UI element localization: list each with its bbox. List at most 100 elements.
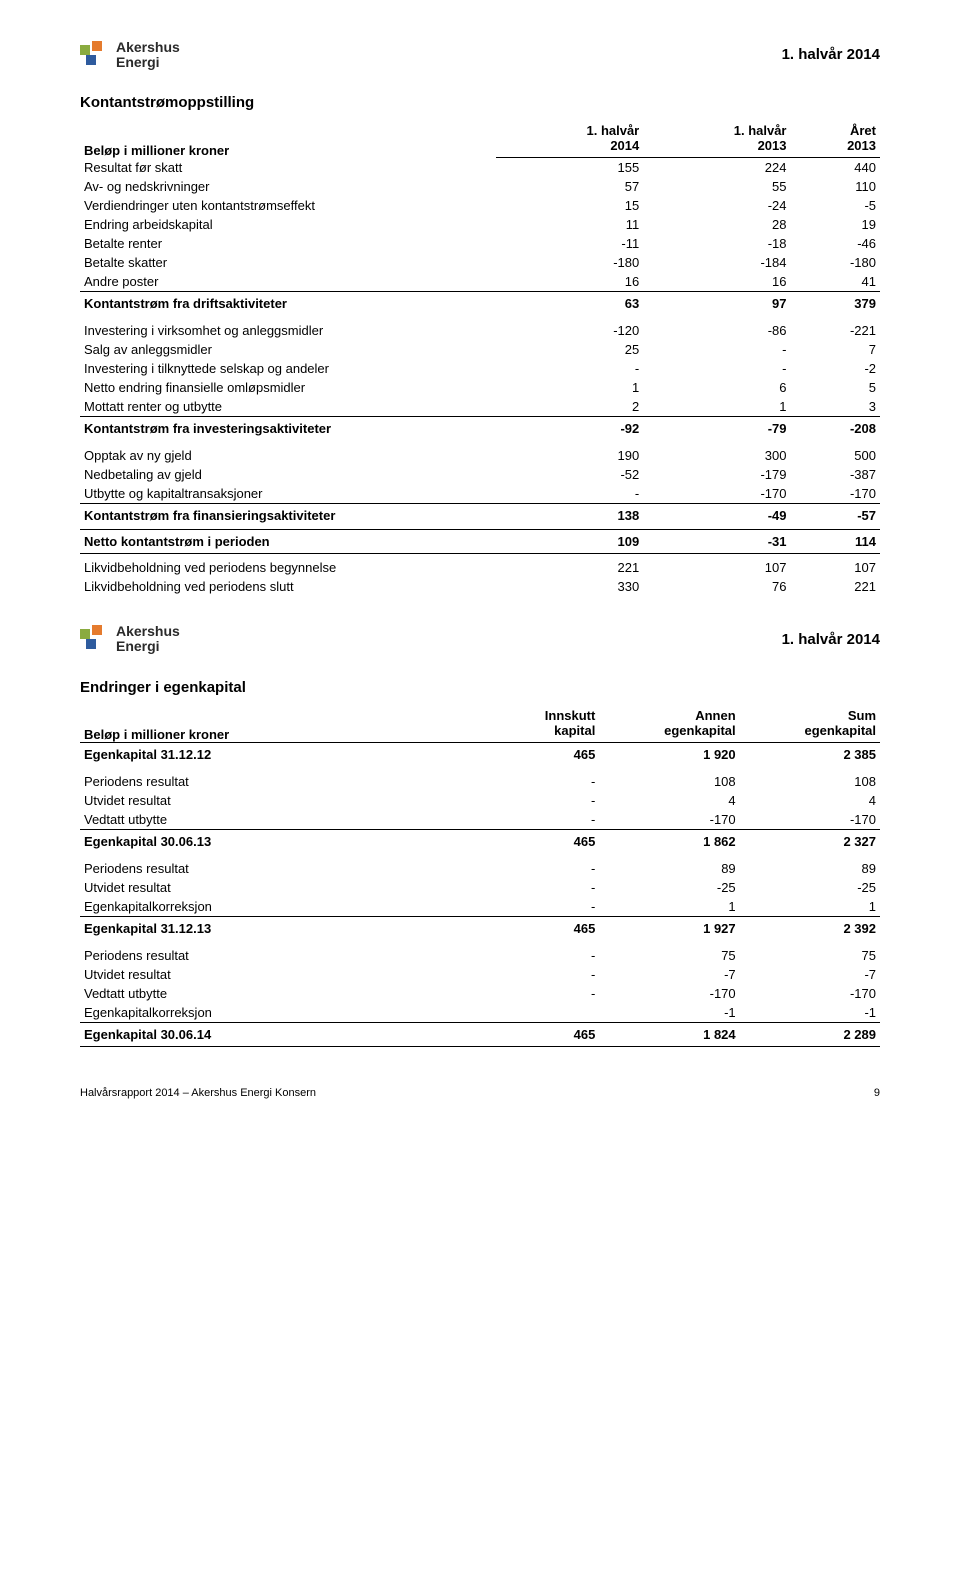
row-value: 465 <box>496 1022 599 1046</box>
row-label: Salg av anleggsmidler <box>80 340 496 359</box>
row-value: -2 <box>791 359 881 378</box>
row-label: Kontantstrøm fra finansieringsaktivitete… <box>80 504 496 530</box>
row-value: -1 <box>599 1003 739 1023</box>
row-label: Likvidbeholdning ved periodens slutt <box>80 577 496 596</box>
row-value: - <box>496 897 599 917</box>
row-value: -170 <box>643 484 790 504</box>
row-value: 465 <box>496 742 599 768</box>
col-header: 2014 <box>496 138 643 158</box>
table-row: Verdiendringer uten kontantstrømseffekt … <box>80 196 880 215</box>
row-value: 2 289 <box>740 1022 880 1046</box>
table-row: Egenkapital 30.06.13 465 1 862 2 327 <box>80 829 880 855</box>
table-row: Egenkapitalkorreksjon -1 -1 <box>80 1003 880 1023</box>
row-label: Netto kontantstrøm i perioden <box>80 530 496 554</box>
period-title: 1. halvår 2014 <box>782 631 880 648</box>
equity-title: Endringer i egenkapital <box>80 679 880 696</box>
row-value: - <box>643 359 790 378</box>
row-value: 15 <box>496 196 643 215</box>
table-row: Periodens resultat - 89 89 <box>80 855 880 878</box>
row-value: -24 <box>643 196 790 215</box>
col-header: 1. halvår <box>643 121 790 138</box>
row-value: -25 <box>740 878 880 897</box>
page-header: Akershus Energi 1. halvår 2014 <box>80 40 880 69</box>
col-header: 2013 <box>791 138 881 158</box>
row-value: 465 <box>496 916 599 942</box>
table-row: Utvidet resultat - 4 4 <box>80 791 880 810</box>
table-row: Mottatt renter og utbytte 2 1 3 <box>80 397 880 417</box>
row-value: - <box>496 984 599 1003</box>
cashflow-section: Kontantstrømoppstilling Beløp i millione… <box>80 94 880 596</box>
row-value: -31 <box>643 530 790 554</box>
footer-right: 9 <box>874 1087 880 1099</box>
row-label: Av- og nedskrivninger <box>80 177 496 196</box>
company-logo: Akershus Energi <box>80 40 180 69</box>
row-value: 75 <box>599 942 739 965</box>
table-row: Netto kontantstrøm i perioden 109 -31 11… <box>80 530 880 554</box>
table-row: Opptak av ny gjeld 190 300 500 <box>80 442 880 465</box>
col-header: 1. halvår <box>496 121 643 138</box>
logo-text-bottom: Energi <box>116 639 180 654</box>
row-value: -120 <box>496 317 643 340</box>
row-value: 108 <box>599 768 739 791</box>
table-row: Betalte skatter -180 -184 -180 <box>80 253 880 272</box>
row-value: -170 <box>791 484 881 504</box>
row-label: Investering i tilknyttede selskap og and… <box>80 359 496 378</box>
row-label: Utvidet resultat <box>80 878 496 897</box>
row-value: 107 <box>643 554 790 578</box>
row-label: Periodens resultat <box>80 855 496 878</box>
row-label: Utbytte og kapitaltransaksjoner <box>80 484 496 504</box>
table-row: Egenkapitalkorreksjon - 1 1 <box>80 897 880 917</box>
row-value: -184 <box>643 253 790 272</box>
row-value: 300 <box>643 442 790 465</box>
row-value: 2 385 <box>740 742 880 768</box>
table-row: Av- og nedskrivninger 57 55 110 <box>80 177 880 196</box>
company-logo: Akershus Energi <box>80 624 180 653</box>
row-value: 16 <box>496 272 643 292</box>
row-value: 41 <box>791 272 881 292</box>
row-value: - <box>496 855 599 878</box>
row-value: -170 <box>599 810 739 830</box>
row-value: 3 <box>791 397 881 417</box>
col-header: kapital <box>496 723 599 743</box>
row-label: Betalte renter <box>80 234 496 253</box>
col-header: Annen <box>599 706 739 723</box>
row-value: 97 <box>643 292 790 318</box>
row-value: 465 <box>496 829 599 855</box>
row-label: Utvidet resultat <box>80 791 496 810</box>
row-label: Vedtatt utbytte <box>80 810 496 830</box>
row-value: - <box>496 878 599 897</box>
table-row: Nedbetaling av gjeld -52 -179 -387 <box>80 465 880 484</box>
table-row: Utbytte og kapitaltransaksjoner - -170 -… <box>80 484 880 504</box>
table-row: Kontantstrøm fra finansieringsaktivitete… <box>80 504 880 530</box>
row-label: Opptak av ny gjeld <box>80 442 496 465</box>
row-value: - <box>496 942 599 965</box>
row-value: 55 <box>643 177 790 196</box>
row-value: 330 <box>496 577 643 596</box>
row-value: 63 <box>496 292 643 318</box>
col-header: Innskutt <box>496 706 599 723</box>
col-header: 2013 <box>643 138 790 158</box>
col-header: Sum <box>740 706 880 723</box>
logo-icon <box>80 625 108 653</box>
row-value: -92 <box>496 417 643 443</box>
row-value: 500 <box>791 442 881 465</box>
period-title: 1. halvår 2014 <box>782 46 880 63</box>
row-value: 155 <box>496 158 643 178</box>
row-value: -221 <box>791 317 881 340</box>
row-label: Andre poster <box>80 272 496 292</box>
cashflow-header-label: Beløp i millioner kroner <box>80 121 496 158</box>
row-value: 224 <box>643 158 790 178</box>
row-value: 379 <box>791 292 881 318</box>
row-value: -170 <box>740 810 880 830</box>
row-value: 28 <box>643 215 790 234</box>
table-row: Egenkapital 30.06.14 465 1 824 2 289 <box>80 1022 880 1046</box>
table-row: Betalte renter -11 -18 -46 <box>80 234 880 253</box>
row-value: -57 <box>791 504 881 530</box>
table-row: Endring arbeidskapital 11 28 19 <box>80 215 880 234</box>
row-value: -179 <box>643 465 790 484</box>
table-row: Kontantstrøm fra investeringsaktiviteter… <box>80 417 880 443</box>
row-value: 75 <box>740 942 880 965</box>
row-value: 6 <box>643 378 790 397</box>
col-header: egenkapital <box>599 723 739 743</box>
row-value: 76 <box>643 577 790 596</box>
